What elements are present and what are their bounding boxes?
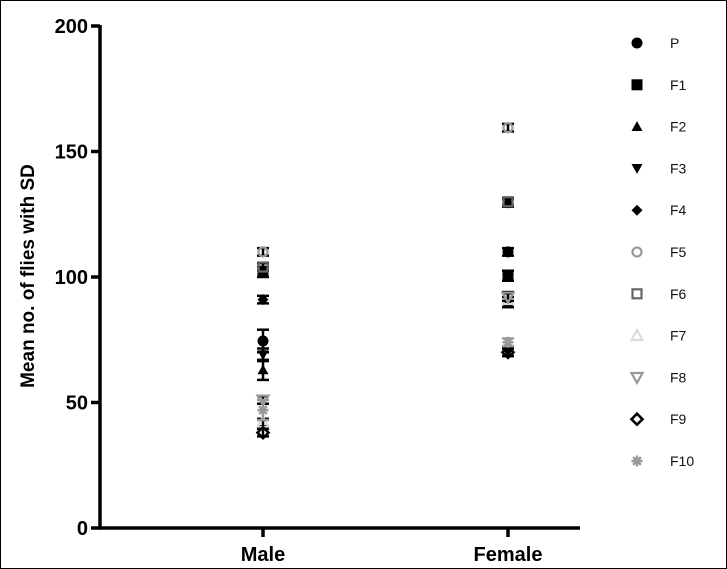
legend-label: F8: [670, 369, 687, 385]
legend-item-f9: F9: [629, 411, 687, 427]
data-point-f9-male: [255, 425, 271, 440]
y-tick-label: 150: [55, 142, 88, 164]
legend: P F1 F2 F3 F4 F5 F6 F7 F8 F9 F10: [629, 35, 694, 469]
legend-triangle-down-icon: [629, 371, 645, 386]
legend-square-icon: [631, 288, 643, 300]
legend-diamond-icon: [629, 411, 645, 427]
legend-label: P: [670, 35, 679, 51]
legend-diamond-icon: [631, 204, 643, 216]
y-axis-title: Mean no. of flies with SD: [18, 164, 39, 388]
legend-circle-icon: [631, 246, 643, 258]
series-f7: [255, 290, 516, 429]
series-f5: [257, 122, 514, 258]
data-point-p-male: [257, 335, 269, 347]
data-point-f3-male: [257, 350, 269, 361]
legend-triangle-down-icon: [631, 164, 643, 174]
legend-item-p: P: [631, 35, 679, 51]
legend-item-f8: F8: [629, 369, 687, 386]
x-axis: Male Female: [98, 526, 580, 566]
data-points: [255, 122, 516, 440]
data-point-p-female: [502, 246, 514, 258]
legend-item-f4: F4: [631, 202, 687, 218]
legend-item-f10: F10: [631, 453, 694, 469]
legend-item-f2: F2: [631, 119, 687, 135]
data-point-f2-male: [257, 364, 269, 375]
legend-label: F1: [670, 77, 687, 93]
x-tick-label-male: Male: [241, 544, 285, 566]
series-f3: [257, 347, 514, 363]
legend-item-f7: F7: [629, 327, 687, 344]
data-point-f8-female: [500, 291, 516, 305]
legend-square-icon: [631, 79, 643, 91]
data-point-f6-female: [502, 196, 514, 208]
legend-label: F6: [670, 286, 687, 302]
y-tick-label: 200: [55, 16, 88, 38]
legend-item-f6: F6: [631, 286, 687, 302]
series-f6: [257, 196, 514, 273]
series-f8: [255, 291, 516, 408]
legend-label: F7: [670, 328, 687, 344]
legend-item-f1: F1: [631, 77, 687, 93]
series-f10: [257, 336, 514, 422]
legend-label: F2: [670, 119, 687, 135]
legend-circle-icon: [631, 37, 643, 49]
legend-triangle-up-icon: [631, 121, 643, 131]
legend-triangle-up-icon: [629, 327, 645, 342]
legend-item-f3: F3: [631, 160, 687, 176]
data-point-f10-male: [257, 404, 269, 416]
y-tick-label: 50: [66, 393, 88, 415]
series-p: [257, 246, 514, 354]
x-tick-label-female: Female: [474, 544, 543, 566]
y-axis: 0 50 100 150 200: [55, 16, 102, 540]
data-point-f4-male: [257, 294, 269, 306]
legend-asterisk-icon: [631, 455, 643, 467]
legend-item-f5: F5: [631, 244, 687, 260]
series-f2: [257, 295, 514, 382]
data-point-f10-female: [502, 336, 514, 348]
data-point-f6-male: [257, 261, 269, 273]
series-f1: [257, 265, 514, 283]
data-point-f5-female: [502, 122, 514, 134]
legend-label: F4: [670, 202, 687, 218]
y-tick-label: 100: [55, 267, 88, 289]
y-tick-label: 0: [77, 518, 88, 540]
legend-label: F9: [670, 411, 687, 427]
legend-label: F10: [670, 453, 694, 469]
series-f9: [255, 344, 516, 440]
series-f4: [257, 197, 514, 306]
data-point-f9-female: [500, 344, 516, 360]
data-point-f1-female: [502, 270, 514, 282]
data-point-f5-male: [257, 246, 269, 258]
legend-label: F3: [670, 160, 687, 176]
legend-label: F5: [670, 244, 687, 260]
